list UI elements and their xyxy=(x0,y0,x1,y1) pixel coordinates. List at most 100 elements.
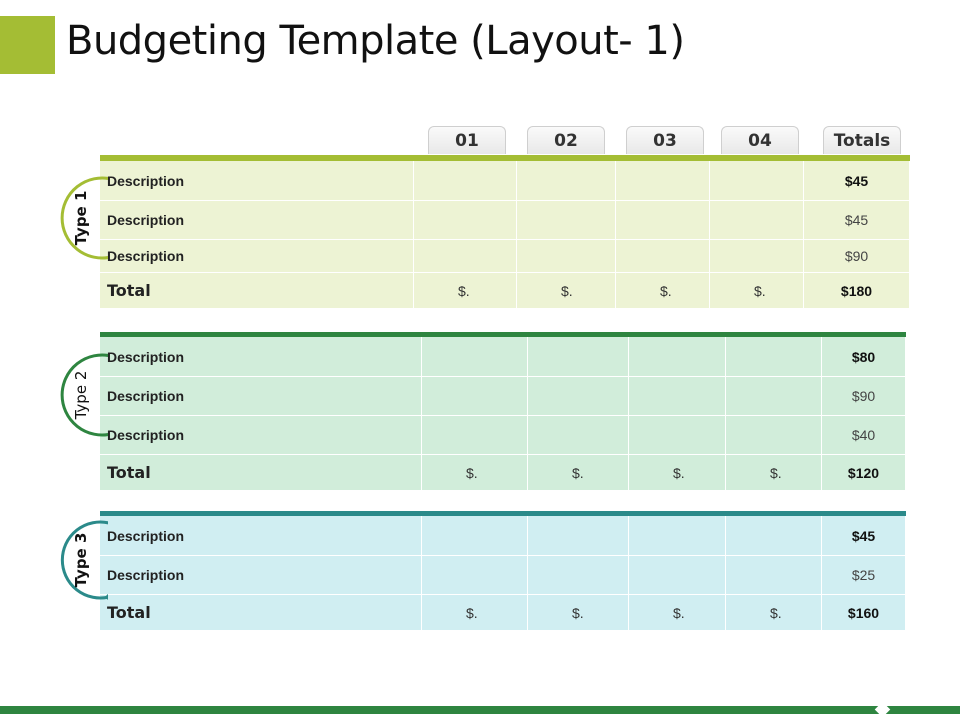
table-cell xyxy=(517,201,616,240)
table-cell xyxy=(616,161,710,201)
type-arc xyxy=(60,176,108,260)
type-arc-endpoint xyxy=(106,594,108,600)
table-cell xyxy=(422,377,528,416)
table-cell xyxy=(710,161,804,201)
period-total-value: $. xyxy=(710,273,804,309)
description-label: Description xyxy=(100,337,422,377)
table-cell xyxy=(414,240,517,273)
description-label: Description xyxy=(100,416,422,455)
table-cell xyxy=(726,377,822,416)
table-row: Description $40 xyxy=(100,416,906,455)
type-arc-path xyxy=(60,353,108,437)
column-header-02: 02 xyxy=(527,126,605,154)
period-total-value: $. xyxy=(528,595,629,631)
row-total-value: $40 xyxy=(822,416,906,455)
table-row: Description $80 xyxy=(100,337,906,377)
row-total-value: $90 xyxy=(804,240,910,273)
period-total-value: $. xyxy=(629,455,726,491)
description-label: Description xyxy=(100,516,422,556)
table-cell xyxy=(616,240,710,273)
table-row: Description $25 xyxy=(100,556,906,595)
accent-square xyxy=(0,16,55,74)
type-arc xyxy=(60,520,108,600)
total-row: Total $. $. $. $. $160 xyxy=(100,595,906,631)
section-top-bar xyxy=(100,155,910,161)
period-total-value: $. xyxy=(629,595,726,631)
period-total-value: $. xyxy=(616,273,710,309)
total-row: Total $. $. $. $. $180 xyxy=(100,273,910,309)
table-row: Description $45 xyxy=(100,201,910,240)
footer-line xyxy=(0,706,960,714)
period-total-value: $. xyxy=(528,455,629,491)
type-arc xyxy=(60,353,108,437)
table-row: Description $45 xyxy=(100,516,906,556)
total-row: Total $. $. $. $. $120 xyxy=(100,455,906,491)
description-label: Description xyxy=(100,161,414,201)
table-cell xyxy=(517,161,616,201)
type-arc-path xyxy=(60,176,108,260)
table-cell xyxy=(616,201,710,240)
table-cell xyxy=(528,337,629,377)
grand-total-value: $160 xyxy=(822,595,906,631)
table-cell xyxy=(517,240,616,273)
row-total-value: $45 xyxy=(804,201,910,240)
grand-total-value: $120 xyxy=(822,455,906,491)
period-total-value: $. xyxy=(517,273,616,309)
table-cell xyxy=(629,516,726,556)
page-title: Budgeting Template (Layout- 1) xyxy=(66,18,685,64)
row-total-value: $25 xyxy=(822,556,906,595)
column-header-01: 01 xyxy=(428,126,506,154)
row-total-value: $45 xyxy=(804,161,910,201)
table-cell xyxy=(710,240,804,273)
table-cell xyxy=(422,516,528,556)
description-label: Description xyxy=(100,240,414,273)
table-cell xyxy=(629,556,726,595)
column-header-totals: Totals xyxy=(823,126,901,154)
table-cell xyxy=(414,161,517,201)
type-arc-path xyxy=(60,520,108,600)
table-cell xyxy=(422,416,528,455)
total-label: Total xyxy=(100,595,422,631)
table-cell xyxy=(528,516,629,556)
table-row: Description $90 xyxy=(100,377,906,416)
period-total-value: $. xyxy=(726,595,822,631)
description-label: Description xyxy=(100,377,422,416)
table-cell xyxy=(629,337,726,377)
section-top-bar xyxy=(100,332,906,337)
table-cell xyxy=(726,556,822,595)
column-header-04: 04 xyxy=(721,126,799,154)
type-label: Type 2 xyxy=(72,370,90,420)
description-label: Description xyxy=(100,556,422,595)
table-row: Description $90 xyxy=(100,240,910,273)
table-cell xyxy=(726,337,822,377)
table-cell xyxy=(422,556,528,595)
period-total-value: $. xyxy=(422,455,528,491)
table-row: Description $45 xyxy=(100,161,910,201)
table-cell xyxy=(528,416,629,455)
type-label: Type 3 xyxy=(72,532,90,588)
row-total-value: $45 xyxy=(822,516,906,556)
table-cell xyxy=(726,416,822,455)
grand-total-value: $180 xyxy=(804,273,910,309)
period-total-value: $. xyxy=(414,273,517,309)
period-total-value: $. xyxy=(422,595,528,631)
table-cell xyxy=(629,416,726,455)
footer-marker xyxy=(874,701,891,718)
section-top-bar xyxy=(100,511,906,516)
table-cell xyxy=(710,201,804,240)
column-headers: 01 02 03 04 Totals xyxy=(0,126,960,156)
table-cell xyxy=(528,377,629,416)
total-label: Total xyxy=(100,273,414,309)
row-total-value: $80 xyxy=(822,337,906,377)
table-cell xyxy=(422,337,528,377)
table-cell xyxy=(629,377,726,416)
total-label: Total xyxy=(100,455,422,491)
table-cell xyxy=(726,516,822,556)
row-total-value: $90 xyxy=(822,377,906,416)
column-header-03: 03 xyxy=(626,126,704,154)
table-cell xyxy=(414,201,517,240)
table-cell xyxy=(528,556,629,595)
type-label: Type 1 xyxy=(72,190,90,246)
period-total-value: $. xyxy=(726,455,822,491)
description-label: Description xyxy=(100,201,414,240)
